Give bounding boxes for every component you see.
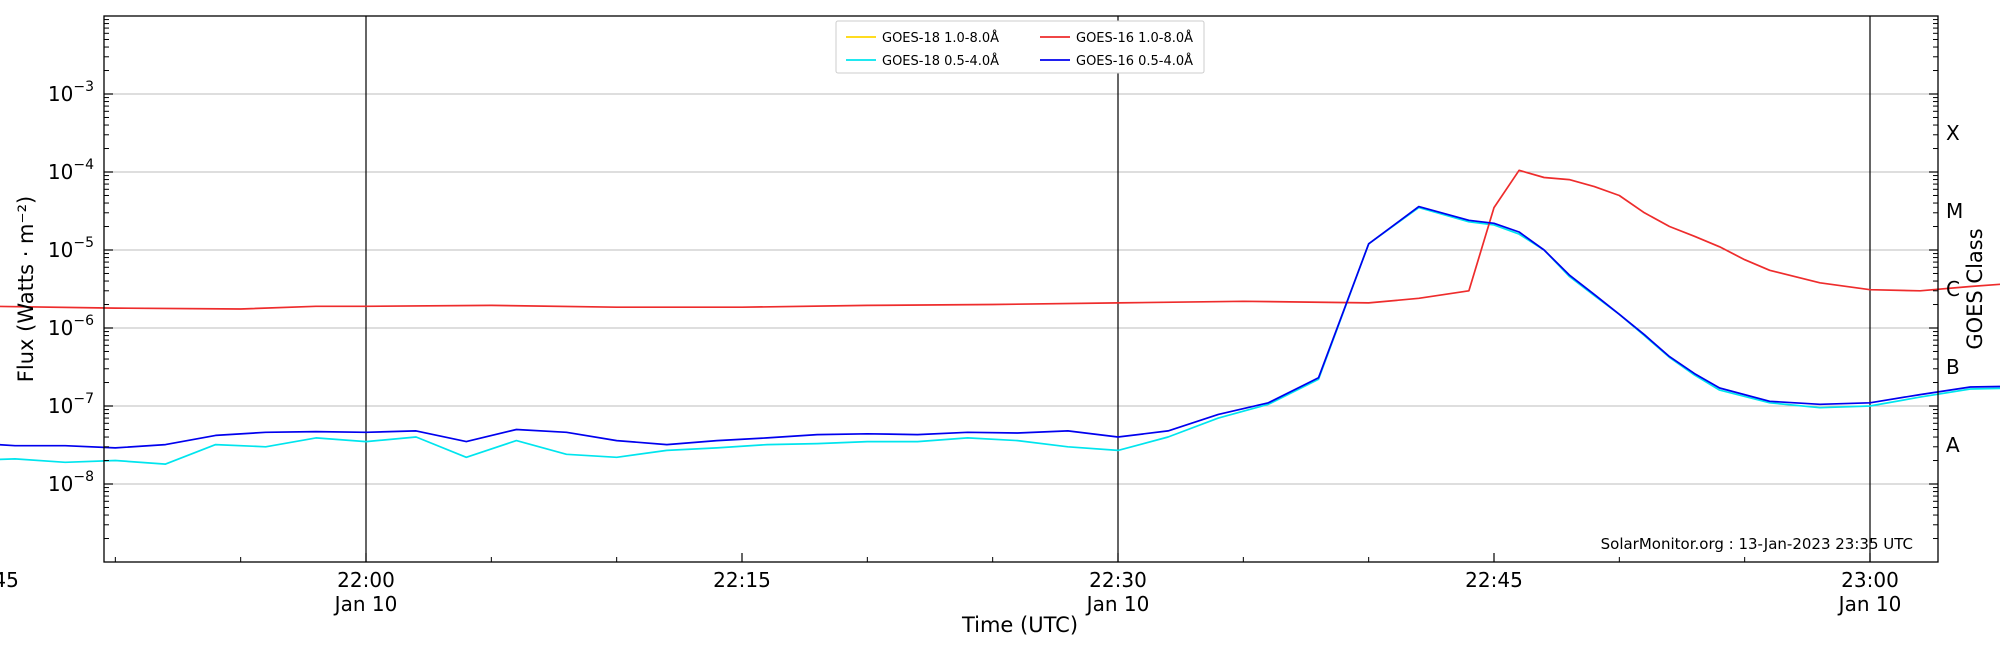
legend-label-2: GOES-16 1.0-8.0Å (1076, 30, 1193, 46)
goes-class-M: M (1946, 199, 1963, 223)
y-axis-title: Flux (Watts · m⁻²) (14, 196, 38, 382)
goes-class-C: C (1946, 277, 1960, 301)
series-line-1 (0, 206, 2000, 465)
series-line-3 (0, 205, 2000, 449)
x-tick-date-label: Jan 10 (1085, 592, 1150, 616)
goes-class-labels: A B C M X (1946, 121, 1963, 457)
goes-class-A: A (1946, 433, 1960, 457)
legend-items: GOES-18 1.0-8.0Å GOES-18 0.5-4.0Å GOES-16 … (846, 30, 1193, 69)
series-line-2 (0, 169, 2000, 310)
x-axis-title: Time (UTC) (961, 613, 1078, 637)
y-tick-label: 10−4 (48, 157, 94, 184)
legend-label-0: GOES-18 1.0-8.0Å (882, 30, 999, 46)
x-tick-time-label: 21:45 (0, 568, 19, 592)
x-tick-time-label: 22:45 (1465, 568, 1523, 592)
plot-frame (103, 15, 1939, 563)
goes-class-B: B (1946, 355, 1960, 379)
x-tick-time-label: 22:00 (337, 568, 395, 592)
legend-box (835, 20, 1205, 74)
axis-ticks (104, 19, 1938, 562)
x-tick-date-label: Jan 10 (1837, 592, 1902, 616)
x-tick-date-label: Jan 10 (333, 592, 398, 616)
x-tick-time-label: 23:00 (1841, 568, 1899, 592)
credit-text: SolarMonitor.org : 13-Jan-2023 23:35 UTC (1601, 535, 1913, 553)
x-tick-time-label: 22:15 (713, 568, 771, 592)
legend-label-3: GOES-16 0.5-4.0Å (1076, 53, 1193, 69)
y-tick-label: 10−3 (48, 79, 94, 106)
y-tick-label: 10−8 (48, 469, 94, 496)
horizontal-gridlines (104, 93, 1938, 485)
y-tick-label: 10−5 (48, 235, 94, 262)
y-tick-label: 10−7 (48, 391, 94, 418)
goes-class-X: X (1946, 121, 1960, 145)
y-tick-labels: 10−8 10−7 10−6 10−5 10−4 10−3 (48, 79, 94, 496)
legend: GOES-18 1.0-8.0Å GOES-18 0.5-4.0Å GOES-16 … (835, 20, 1205, 74)
flux-series (0, 169, 2000, 465)
x-tick-time-label: 22:30 (1089, 568, 1147, 592)
day-separator-lines (365, 16, 1871, 562)
y2-axis-title: GOES Class (1963, 228, 1987, 349)
y-tick-label: 10−6 (48, 313, 94, 340)
legend-label-1: GOES-18 0.5-4.0Å (882, 53, 999, 69)
